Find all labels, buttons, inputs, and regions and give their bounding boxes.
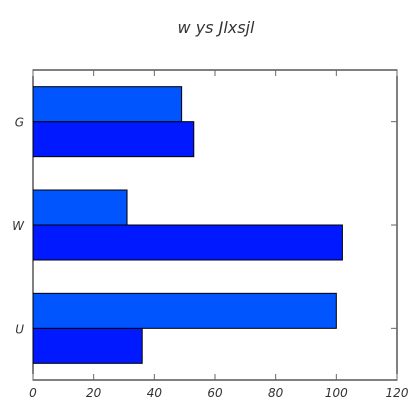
y-tick-label: G (15, 116, 24, 130)
bar-u-series-2 (32, 292, 337, 329)
plot-area: 0 20 40 60 80 100 120 U W G (12, 69, 409, 400)
x-tick-label: 20 (86, 386, 102, 400)
x-tick-label: 100 (325, 386, 348, 400)
chart-title: w ys Jlxsjl (178, 18, 255, 37)
y-tick-label: U (15, 322, 24, 336)
bar-w-series-1 (32, 224, 343, 261)
x-tick-label: 120 (386, 386, 409, 400)
x-tick-label: 40 (147, 386, 163, 400)
x-tick-label: 0 (29, 386, 37, 400)
bar-g-series-2 (32, 86, 183, 123)
bar-w-series-2 (32, 189, 128, 226)
bar-g-series-1 (32, 121, 195, 158)
bar-u-series-1 (32, 327, 143, 364)
y-tick-label: W (12, 219, 25, 233)
x-tick-label: 80 (268, 386, 284, 400)
x-tick-label: 60 (207, 386, 223, 400)
